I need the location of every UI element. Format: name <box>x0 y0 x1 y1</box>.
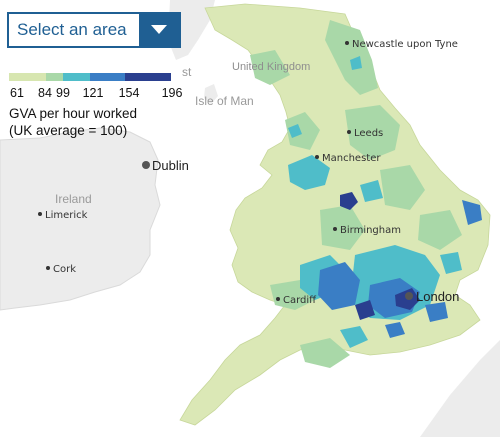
svg-text:Newcastle upon Tyne: Newcastle upon Tyne <box>352 39 458 50</box>
legend-swatch-5 <box>125 73 171 81</box>
svg-text:London: London <box>416 289 459 304</box>
city-dublin[interactable]: Dublin <box>142 158 189 173</box>
legend-color-bar <box>9 73 171 81</box>
region-preston <box>288 124 302 138</box>
region-lincolnshire <box>380 165 425 210</box>
ireland-landmass <box>0 127 161 311</box>
legend-swatch-2 <box>45 73 64 81</box>
city-limerick[interactable]: Limerick <box>38 210 88 221</box>
legend-tick: 196 <box>161 86 183 100</box>
isle-of-man <box>204 84 218 104</box>
region-manchester <box>288 155 330 190</box>
region-east-teal <box>440 252 462 274</box>
legend-tick: 99 <box>56 86 70 100</box>
city-newcastle[interactable]: Newcastle upon Tyne <box>345 39 458 50</box>
region-hampshire-navy <box>355 300 375 320</box>
region-lancashire <box>285 112 320 150</box>
region-norfolk <box>462 200 482 225</box>
city-leeds[interactable]: Leeds <box>347 128 383 139</box>
partial-label: st <box>182 65 192 79</box>
city-birmingham[interactable]: Birmingham <box>333 225 401 236</box>
legend-title-line-1: GVA per hour worked <box>9 106 138 121</box>
legend-tick: 84 <box>38 86 52 100</box>
country-label: United Kingdom <box>232 61 310 73</box>
region-yorkshire <box>345 105 400 160</box>
legend: 61 84 99 121 154 196 GVA per hour worked… <box>9 73 189 139</box>
region-lakes <box>250 50 290 85</box>
legend-tick: 61 <box>10 86 24 100</box>
legend-swatch-4 <box>90 73 126 81</box>
france-landmass <box>420 340 500 437</box>
region-thames-valley <box>318 262 360 310</box>
chevron-down-icon <box>151 25 167 34</box>
city-cardiff[interactable]: Cardiff <box>276 295 317 306</box>
legend-swatch-1 <box>9 73 46 81</box>
region-west-midlands <box>320 205 365 250</box>
legend-tick: 121 <box>82 86 104 100</box>
region-south-coast-west <box>340 326 368 348</box>
region-west-midlands-navy <box>340 192 358 210</box>
svg-text:Cork: Cork <box>53 264 76 275</box>
isle-of-man-label: Isle of Man <box>195 94 254 108</box>
region-sheffield <box>360 180 383 202</box>
region-devon <box>300 338 350 368</box>
area-select[interactable]: Select an area <box>7 12 181 48</box>
ireland-label: Ireland <box>55 192 92 206</box>
area-select-toggle[interactable] <box>139 14 179 46</box>
legend-title-line-2: (UK average = 100) <box>9 123 128 138</box>
svg-text:Cardiff: Cardiff <box>283 295 317 306</box>
city-manchester[interactable]: Manchester <box>315 153 381 164</box>
region-east-anglia-inner <box>418 210 462 250</box>
city-london[interactable]: London <box>405 289 459 304</box>
city-cork[interactable]: Cork <box>46 264 76 275</box>
svg-text:Leeds: Leeds <box>354 128 383 139</box>
legend-tick: 154 <box>118 86 140 100</box>
svg-text:Limerick: Limerick <box>45 210 88 221</box>
svg-text:Dublin: Dublin <box>152 158 189 173</box>
legend-title: GVA per hour worked (UK average = 100) <box>9 105 189 139</box>
svg-text:Manchester: Manchester <box>322 153 381 164</box>
legend-swatch-3 <box>63 73 91 81</box>
region-north-east-teal <box>350 56 362 70</box>
region-north-east <box>325 20 378 95</box>
region-west-sussex <box>385 322 405 338</box>
region-kent <box>425 302 448 322</box>
legend-ticks: 61 84 99 121 154 196 <box>9 81 182 101</box>
area-select-label: Select an area <box>17 20 127 39</box>
svg-text:Birmingham: Birmingham <box>340 225 401 236</box>
